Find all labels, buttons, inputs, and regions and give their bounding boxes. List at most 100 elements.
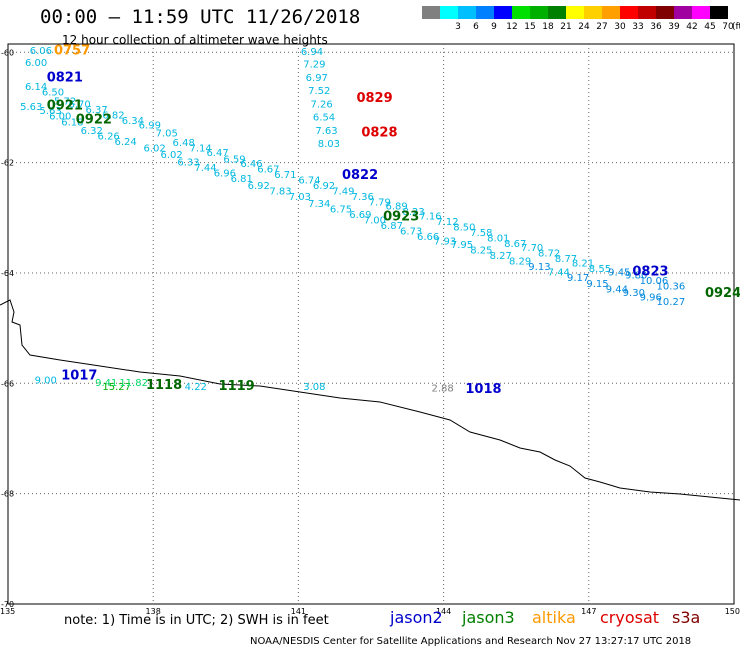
legend-swatch — [512, 6, 530, 19]
swh-value: 6.34 — [122, 116, 144, 127]
legend-swatch — [566, 6, 584, 19]
legend-swatch — [422, 6, 440, 19]
swh-value: 10.06 — [640, 276, 669, 287]
legend-tick-label: 6 — [473, 22, 479, 32]
swh-value: 7.70 — [521, 243, 543, 254]
swh-value: 8.50 — [453, 222, 475, 233]
swh-value: 5.63 — [39, 106, 61, 117]
swh-value: 6.69 — [349, 210, 371, 221]
swh-value: 9.17 — [567, 273, 589, 284]
swh-value: 9.30 — [623, 288, 645, 299]
swh-value: 7.16 — [419, 211, 441, 222]
legend-swatch — [638, 6, 656, 19]
legend-tick-label: 24 — [578, 22, 590, 32]
footer-note: note: 1) Time is in UTC; 2) SWH is in fe… — [64, 613, 329, 628]
swh-value: 7.14 — [190, 144, 212, 155]
swh-value: 7.49 — [332, 187, 354, 198]
swh-value: 8.72 — [538, 248, 560, 259]
satellite-cryosat: cryosat — [600, 608, 660, 627]
swh-value: 9.13 — [528, 262, 550, 273]
legend-swatch — [440, 6, 458, 19]
swh-value: 7.58 — [470, 228, 492, 239]
swh-value: 3.08 — [303, 382, 325, 393]
legend-swatch — [656, 6, 674, 19]
pass-time-label: 0828 — [361, 126, 397, 141]
swh-value: 6.33 — [177, 157, 199, 168]
swh-value: 7.52 — [308, 86, 330, 97]
swh-value: 6.32 — [81, 126, 103, 137]
swh-value: 8.29 — [509, 257, 531, 268]
pass-time-label: 1017 — [61, 368, 97, 383]
swh-value: 7.44 — [548, 268, 570, 279]
pass-time-label: 0923 — [383, 210, 419, 225]
pass-time-label: 0924 — [705, 286, 740, 301]
swh-value: 6.71 — [274, 170, 296, 181]
swh-value: 9.96 — [640, 293, 662, 304]
swh-value: 8.77 — [555, 254, 577, 265]
legend-swatch — [494, 6, 512, 19]
legend-swatch — [458, 6, 476, 19]
swh-value: 7.36 — [352, 192, 374, 203]
pass-time-label: 1118 — [146, 378, 182, 393]
swh-value: 6.46 — [240, 159, 262, 170]
legend-swatch — [674, 6, 692, 19]
legend-tick-label: 36 — [650, 22, 662, 32]
lon-tick-label: 150 — [725, 607, 740, 616]
swh-value: 6.94 — [301, 47, 323, 58]
legend-tick-label: 39 — [668, 22, 680, 32]
legend-swatch — [692, 6, 710, 19]
lon-tick-label: 138 — [146, 607, 161, 616]
legend-tick-label: 21 — [560, 22, 572, 32]
swh-value: 9.15 — [586, 279, 608, 290]
swh-value: 6.02 — [144, 144, 166, 155]
swh-value: 7.26 — [311, 99, 333, 110]
pass-time-label: 0922 — [76, 112, 112, 127]
satellite-s3a: s3a — [672, 608, 701, 627]
lat-tick-label: -68 — [1, 490, 14, 499]
swh-value: 6.97 — [306, 73, 328, 84]
swh-value: 6.14 — [25, 82, 47, 93]
swh-value: 9.00 — [35, 375, 57, 386]
swh-value: 10.36 — [657, 282, 686, 293]
swh-value: 6.47 — [206, 148, 228, 159]
lat-tick-label: -62 — [1, 159, 14, 168]
lat-tick-label: -64 — [1, 269, 14, 278]
swh-value: 6.92 — [248, 181, 270, 192]
swh-value: 9.80 — [625, 270, 647, 281]
swh-value: 4.22 — [185, 382, 207, 393]
swh-value: 7.95 — [451, 240, 473, 251]
satellite-jason3: jason3 — [462, 608, 515, 627]
legend-tick-label: 42 — [686, 22, 698, 32]
swh-value: 7.83 — [269, 187, 291, 198]
swh-value: 6.24 — [114, 137, 136, 148]
swh-value: 7.00 — [364, 215, 386, 226]
swh-value: 6.02 — [160, 150, 182, 161]
legend-tick-label: 12 — [506, 22, 518, 32]
coastline — [0, 299, 740, 501]
page-title: 00:00 – 11:59 UTC 11/26/2018 — [40, 6, 361, 28]
swh-value: 15.27 — [102, 382, 131, 393]
lat-tick-label: -66 — [1, 379, 14, 388]
legend-tick-label: 15 — [524, 22, 536, 32]
map-frame — [7, 43, 735, 605]
swh-value: 9.45 — [608, 268, 630, 279]
legend-swatch — [584, 6, 602, 19]
legend-tick-label: 18 — [542, 22, 554, 32]
swh-value: 7.79 — [369, 198, 391, 209]
satellite-altika: altika — [532, 608, 576, 627]
swh-value: 6.00 — [25, 58, 47, 69]
swh-value: 8.21 — [572, 258, 594, 269]
pass-time-label: 0822 — [342, 168, 378, 183]
lat-tick-label: -70 — [1, 600, 14, 609]
swh-value: 8.55 — [589, 264, 611, 275]
lon-tick-label: 147 — [581, 607, 596, 616]
legend-tick-label: 27 — [596, 22, 608, 32]
swh-value: 7.05 — [156, 129, 178, 140]
satellite-jason2: jason2 — [390, 608, 443, 627]
legend-swatch — [602, 6, 620, 19]
swh-value: 7.34 — [308, 199, 330, 210]
swh-value: 9.44 — [606, 284, 628, 295]
swh-value: 6.26 — [98, 131, 120, 142]
